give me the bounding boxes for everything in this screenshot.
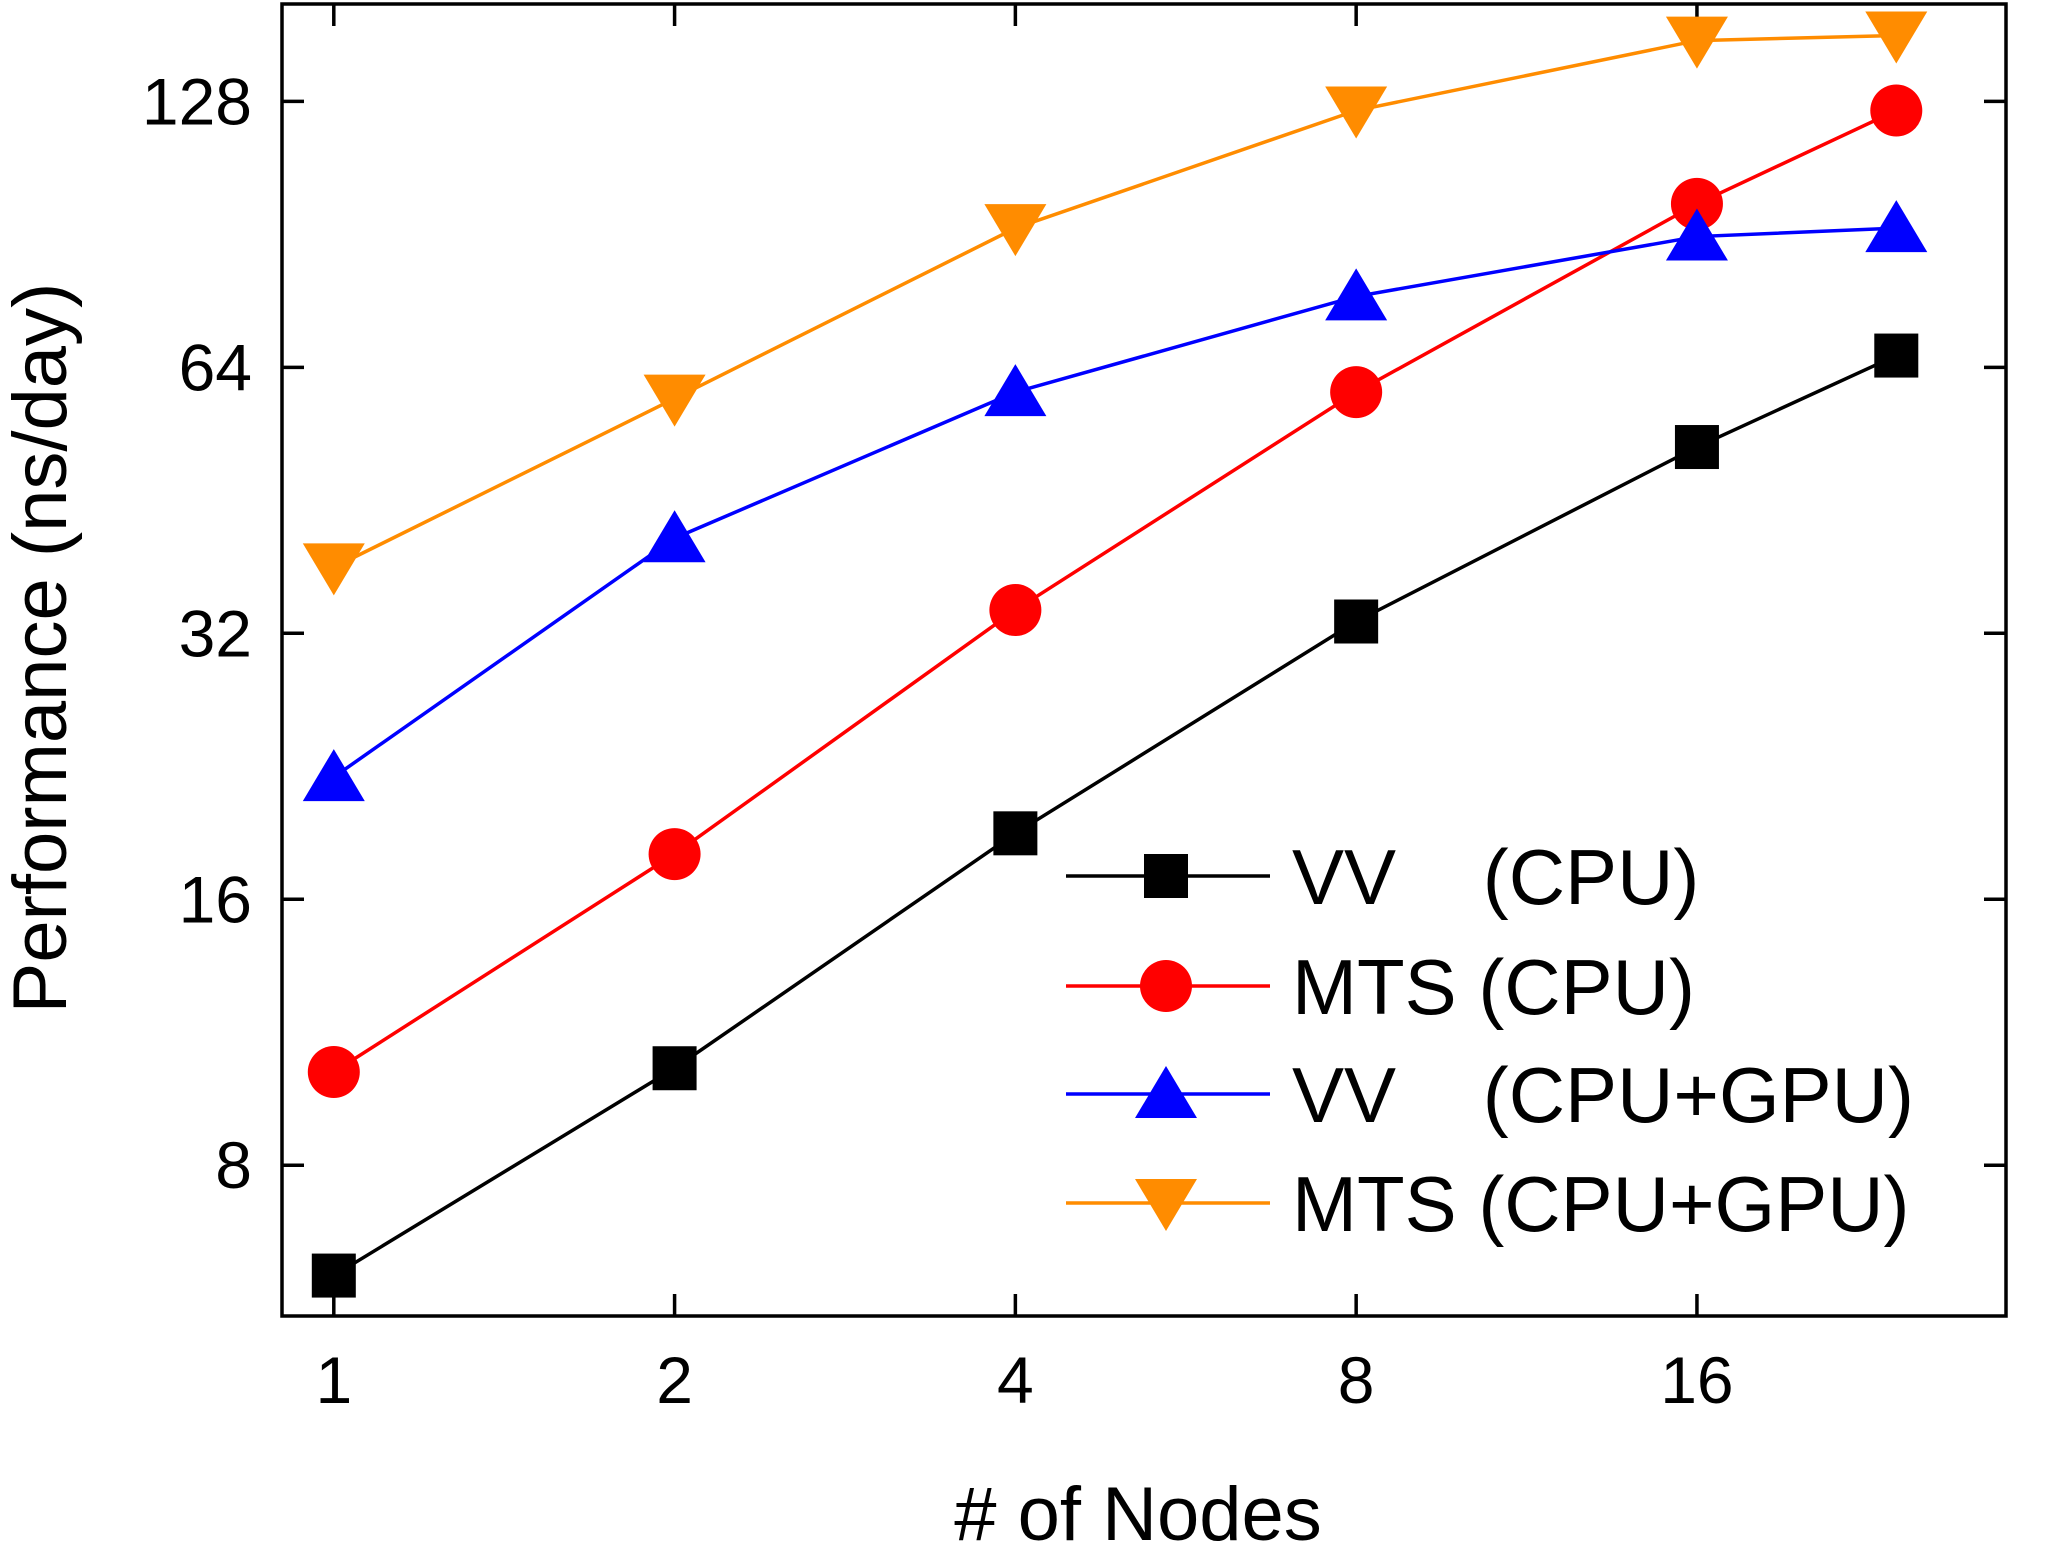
legend-marker <box>1135 1066 1197 1118</box>
data-point <box>989 584 1042 637</box>
data-point <box>1325 268 1388 321</box>
data-point <box>652 1046 697 1091</box>
data-point <box>302 749 365 802</box>
data-point <box>993 811 1038 856</box>
data-point <box>307 1045 360 1098</box>
data-point <box>984 364 1047 417</box>
series-line <box>332 226 1897 779</box>
data-point <box>302 543 365 596</box>
legend: VV (CPU) MTS (CPU) VV (CPU+GPU) MTS (CPU+GP… <box>1066 833 1914 1248</box>
data-point <box>643 374 706 427</box>
data-point <box>643 510 706 563</box>
data-point <box>1665 208 1728 261</box>
series-line <box>332 108 1898 1074</box>
data-point <box>648 828 701 881</box>
legend-item: MTS (CPU+GPU) <box>1066 1160 1910 1248</box>
data-point <box>1325 86 1388 139</box>
data-point <box>1670 177 1723 230</box>
plot-area: 1 2 4 8 16 8 16 32 64 128 <box>142 2 2008 1417</box>
data-point <box>1665 16 1728 69</box>
series-line <box>332 353 1898 1278</box>
x-tick-label: 16 <box>1660 1343 1733 1417</box>
x-tick-label: 1 <box>315 1343 352 1417</box>
y-tick-label: 32 <box>179 596 252 670</box>
data-point <box>1874 333 1919 378</box>
plot-frame <box>280 2 2008 1318</box>
x-axis-ticks: 1 2 4 8 16 <box>315 4 1734 1417</box>
y-tick-label: 16 <box>179 862 252 936</box>
data-point <box>1865 11 1928 64</box>
series-line <box>333 33 1897 569</box>
data-point <box>984 204 1047 257</box>
x-axis-title: # of Nodes <box>954 1472 1322 1546</box>
data-point <box>311 1253 356 1298</box>
series-layer <box>302 11 1928 1298</box>
x-tick-label: 2 <box>656 1343 693 1417</box>
data-point <box>1674 425 1719 470</box>
x-tick-label: 4 <box>997 1343 1034 1417</box>
legend-marker <box>1144 854 1188 898</box>
data-point <box>1330 366 1383 419</box>
legend-label: MTS (CPU) <box>1292 943 1695 1031</box>
x-tick-label: 8 <box>1338 1343 1375 1417</box>
series-3 <box>302 200 1928 802</box>
y-tick-label: 8 <box>215 1128 252 1202</box>
series-4 <box>302 11 1928 596</box>
y-axis-title: Performance (ns/day) <box>0 283 83 1014</box>
y-axis-ticks: 8 16 32 64 128 <box>142 64 2006 1202</box>
data-point <box>1334 599 1379 644</box>
legend-label: VV (CPU) <box>1292 833 1699 921</box>
data-point <box>1865 200 1928 253</box>
legend-item: VV (CPU+GPU) <box>1066 1051 1914 1139</box>
legend-marker <box>1135 1179 1197 1231</box>
data-point <box>1870 84 1923 137</box>
legend-marker <box>1140 960 1192 1012</box>
series-1 <box>311 333 1919 1298</box>
legend-item: MTS (CPU) <box>1066 943 1695 1031</box>
series-2 <box>307 84 1923 1098</box>
y-tick-label: 64 <box>179 330 252 404</box>
legend-label: MTS (CPU+GPU) <box>1292 1160 1910 1248</box>
y-tick-label: 128 <box>142 64 252 138</box>
legend-label: VV (CPU+GPU) <box>1292 1051 1914 1139</box>
legend-item: VV (CPU) <box>1066 833 1699 921</box>
